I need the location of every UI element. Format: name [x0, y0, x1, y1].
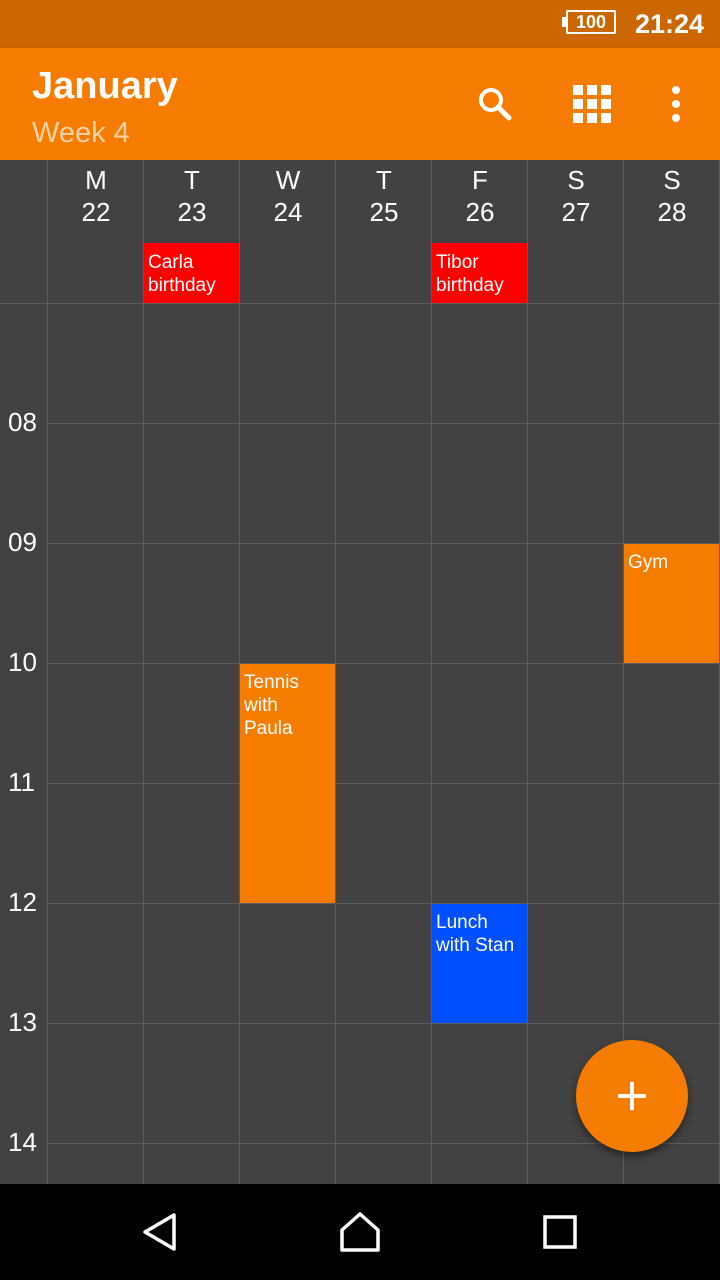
header-divider: [0, 303, 720, 304]
recents-button[interactable]: [532, 1204, 588, 1260]
add-event-button[interactable]: [576, 1040, 688, 1152]
hour-label: 12: [8, 887, 37, 917]
day-header[interactable]: T 23: [144, 164, 240, 228]
day-letter: F: [472, 165, 488, 195]
app-bar: January Week 4: [0, 48, 720, 160]
all-day-event[interactable]: Tibor birthday: [432, 243, 527, 303]
status-bar: 100 21:24: [0, 0, 720, 48]
battery-tip: [562, 17, 566, 27]
home-button[interactable]: [332, 1204, 388, 1260]
calendar-event[interactable]: Tennis with Paula: [240, 664, 335, 903]
hour-divider: [48, 903, 720, 904]
day-header[interactable]: F 26: [432, 164, 528, 228]
column-divider: [143, 160, 144, 1184]
page-title: January: [32, 65, 178, 107]
hour-label: 13: [8, 1007, 37, 1037]
column-divider: [623, 160, 624, 1184]
day-number: 27: [561, 197, 591, 227]
calendar-event[interactable]: Gym: [624, 544, 719, 663]
day-number: 24: [273, 197, 303, 227]
column-divider: [431, 160, 432, 1184]
more-vert-icon: [672, 86, 680, 122]
hour-divider: [48, 1143, 720, 1144]
status-time: 21:24: [634, 9, 704, 39]
back-icon: [143, 1213, 176, 1251]
day-number: 25: [369, 197, 399, 227]
day-number: 28: [657, 197, 687, 227]
day-letter: T: [376, 165, 392, 195]
all-day-event[interactable]: Carla birthday: [144, 243, 239, 303]
column-divider: [47, 160, 48, 1184]
grid-view-button[interactable]: [564, 76, 620, 132]
week-grid[interactable]: 08 09 10 11 12 13 14 M 22 T 23 W 24 T 25 F 26 S 27 S 28 Carla…: [0, 160, 720, 1184]
column-divider: [239, 160, 240, 1184]
hour-label: 09: [8, 527, 37, 557]
column-divider: [527, 160, 528, 1184]
search-icon: [479, 88, 512, 121]
search-button[interactable]: [467, 76, 523, 132]
hour-divider: [48, 783, 720, 784]
day-header[interactable]: M 22: [48, 164, 144, 228]
page-subtitle: Week 4: [32, 117, 130, 149]
grid-view-icon: [573, 85, 611, 123]
more-options-button[interactable]: [648, 76, 704, 132]
hour-divider: [48, 663, 720, 664]
day-letter: S: [567, 165, 585, 195]
plus-icon: [618, 1082, 646, 1110]
hour-divider: [48, 1023, 720, 1024]
hour-divider: [48, 543, 720, 544]
recents-icon: [543, 1215, 577, 1249]
day-header[interactable]: T 25: [336, 164, 432, 228]
day-header[interactable]: S 27: [528, 164, 624, 228]
day-number: 23: [177, 197, 207, 227]
hour-label: 10: [8, 647, 37, 677]
battery-icon: 100: [566, 10, 616, 34]
day-number: 22: [81, 197, 111, 227]
column-divider: [335, 160, 336, 1184]
calendar-event[interactable]: Lunch with Stan: [432, 904, 527, 1023]
hour-label: 11: [8, 767, 35, 797]
hour-label: 08: [8, 407, 37, 437]
home-icon: [340, 1212, 380, 1252]
back-button[interactable]: [132, 1204, 188, 1260]
day-letter: S: [663, 165, 681, 195]
day-header[interactable]: S 28: [624, 164, 720, 228]
day-letter: W: [275, 165, 301, 195]
hour-label: 14: [8, 1127, 37, 1157]
navigation-bar: [0, 1184, 720, 1280]
day-letter: M: [85, 165, 107, 195]
day-header[interactable]: W 24: [240, 164, 336, 228]
day-number: 26: [465, 197, 495, 227]
day-letter: T: [184, 165, 200, 195]
hour-divider: [48, 423, 720, 424]
